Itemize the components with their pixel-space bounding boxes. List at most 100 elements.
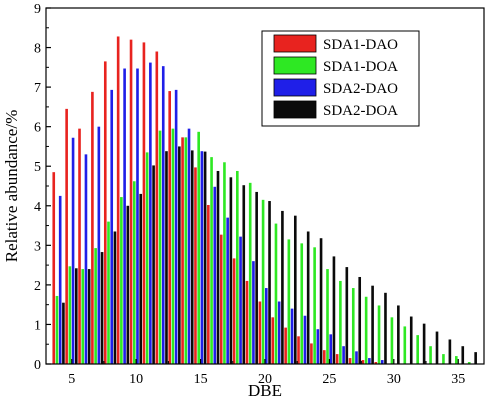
x-tick-label-10: 10 [129, 372, 143, 387]
y-axis-title: Relative abundance/% [2, 110, 21, 262]
bar-sda1-dao-dbe-13 [168, 91, 171, 364]
y-tick-label-3: 3 [34, 239, 41, 254]
bar-sda1-dao-dbe-27 [348, 358, 352, 364]
bar-sda1-dao-dbe-26 [335, 354, 339, 364]
legend: SDA1-DAO SDA1-DOA SDA2-DAO SDA2-DOA [261, 30, 420, 127]
x-axis-title: DBE [248, 381, 282, 400]
bar-sda1-doa-dbe-13 [171, 128, 175, 364]
bar-sda1-doa-dbe-8 [107, 221, 110, 364]
bar-sda2-dao-dbe-4 [58, 195, 62, 364]
bar-sda2-dao-dbe-8 [110, 89, 114, 364]
bar-sda1-dao-dbe-29 [374, 362, 378, 364]
legend-label-sda1-doa: SDA1-DOA [323, 59, 398, 75]
bar-sda1-doa-dbe-36 [467, 362, 471, 364]
y-tick-label-1: 1 [34, 318, 41, 333]
legend-swatch-sda1-doa [273, 56, 317, 75]
bar-sda1-dao-dbe-19 [245, 280, 249, 364]
bar-sda2-doa-dbe-16 [216, 170, 220, 364]
bar-sda1-dao-dbe-28 [361, 360, 365, 364]
bar-sda1-doa-dbe-6 [81, 269, 85, 364]
bar-sda1-dao-dbe-10 [129, 39, 133, 364]
bar-sda2-doa-dbe-34 [448, 339, 452, 364]
bar-sda1-dao-dbe-6 [78, 128, 81, 364]
bar-sda1-doa-dbe-33 [429, 346, 432, 364]
legend-label-sda1-dao: SDA1-DAO [323, 37, 398, 53]
bar-sda1-doa-dbe-24 [313, 247, 316, 364]
bar-sda1-dao-dbe-25 [322, 350, 326, 364]
bar-sda2-doa-dbe-17 [229, 177, 233, 364]
bar-sda2-doa-dbe-6 [87, 269, 91, 364]
legend-swatch-sda2-dao [273, 78, 317, 97]
bar-sda1-doa-dbe-15 [197, 131, 200, 364]
bar-sda2-doa-dbe-13 [178, 146, 181, 364]
bar-sda1-dao-dbe-16 [207, 204, 210, 364]
bar-sda2-dao-dbe-26 [342, 346, 345, 364]
bar-sda1-dao-dbe-20 [258, 301, 262, 364]
y-tick-label-9: 9 [34, 2, 41, 17]
bar-sda1-doa-dbe-23 [300, 243, 304, 364]
bar-sda1-doa-dbe-28 [364, 296, 368, 364]
bar-sda1-doa-dbe-34 [442, 354, 445, 364]
bars-layer [52, 36, 477, 365]
bar-sda2-doa-dbe-18 [242, 185, 246, 364]
x-tick-label-25: 25 [322, 372, 336, 387]
bar-sda2-doa-dbe-4 [62, 302, 65, 364]
bar-sda1-dao-dbe-14 [181, 137, 184, 364]
bar-sda2-doa-dbe-15 [203, 151, 207, 364]
bar-sda1-doa-dbe-4 [55, 295, 59, 364]
x-tick-label-15: 15 [194, 372, 208, 387]
bar-sda1-dao-dbe-8 [103, 61, 107, 365]
bar-sda1-dao-dbe-7 [91, 91, 94, 365]
bar-sda1-dao-dbe-21 [271, 317, 275, 364]
bar-sda1-dao-dbe-12 [155, 51, 159, 364]
bar-sda2-doa-dbe-33 [435, 331, 439, 364]
bar-sda2-dao-dbe-10 [136, 68, 139, 365]
bar-sda2-dao-dbe-20 [265, 288, 268, 364]
bar-sda1-doa-dbe-12 [158, 130, 162, 364]
bar-sda1-doa-dbe-27 [351, 288, 355, 364]
bar-sda1-dao-dbe-4 [52, 172, 56, 364]
bar-sda2-dao-dbe-18 [239, 236, 242, 364]
bar-sda2-doa-dbe-12 [165, 151, 168, 364]
bar-sda2-doa-dbe-35 [461, 346, 465, 364]
bar-sda2-dao-dbe-27 [355, 351, 358, 364]
bar-sda1-doa-dbe-7 [94, 248, 97, 364]
legend-swatch-sda2-doa [273, 100, 317, 119]
y-tick-label-8: 8 [34, 42, 41, 57]
bar-sda2-dao-dbe-14 [187, 128, 191, 364]
bar-sda2-dao-dbe-5 [71, 137, 75, 364]
bar-sda1-doa-dbe-9 [120, 197, 123, 364]
bar-sda2-dao-dbe-23 [303, 315, 307, 364]
bar-sda1-doa-dbe-31 [403, 326, 407, 364]
bar-sda2-dao-dbe-6 [84, 154, 88, 364]
bar-sda2-dao-dbe-19 [252, 261, 255, 364]
bar-sda2-doa-dbe-10 [139, 193, 143, 364]
bar-sda2-doa-dbe-30 [397, 305, 400, 364]
bar-sda1-dao-dbe-23 [297, 336, 300, 364]
bar-sda2-doa-dbe-11 [152, 165, 155, 364]
y-tick-label-2: 2 [34, 279, 41, 294]
bar-sda1-doa-dbe-30 [390, 317, 394, 364]
bar-sda2-dao-dbe-9 [123, 68, 126, 365]
y-tick-label-0: 0 [34, 358, 41, 373]
bar-sda2-doa-dbe-7 [100, 252, 104, 364]
bar-sda1-doa-dbe-20 [261, 199, 265, 364]
bar-sda2-dao-dbe-16 [213, 186, 217, 364]
y-tick-label-6: 6 [34, 121, 41, 136]
bar-sda1-dao-dbe-11 [142, 42, 146, 364]
bar-sda1-dao-dbe-22 [284, 327, 287, 364]
bar-sda1-doa-dbe-22 [287, 239, 291, 364]
bar-sda2-doa-dbe-9 [126, 205, 130, 364]
bar-sda1-doa-dbe-14 [184, 137, 188, 364]
bar-sda2-dao-dbe-29 [380, 360, 384, 364]
bar-sda1-doa-dbe-18 [236, 170, 239, 364]
bar-sda1-doa-dbe-32 [416, 335, 419, 364]
bar-sda2-dao-dbe-17 [226, 217, 229, 364]
bar-sda2-doa-dbe-28 [371, 285, 374, 364]
bar-sda1-doa-dbe-19 [248, 182, 252, 364]
bar-sda2-dao-dbe-15 [200, 151, 204, 364]
bar-sda2-dao-dbe-24 [316, 329, 320, 364]
bar-sda2-doa-dbe-29 [384, 292, 387, 364]
bar-sda2-dao-dbe-21 [277, 301, 281, 364]
bar-sda2-dao-dbe-25 [329, 334, 333, 364]
